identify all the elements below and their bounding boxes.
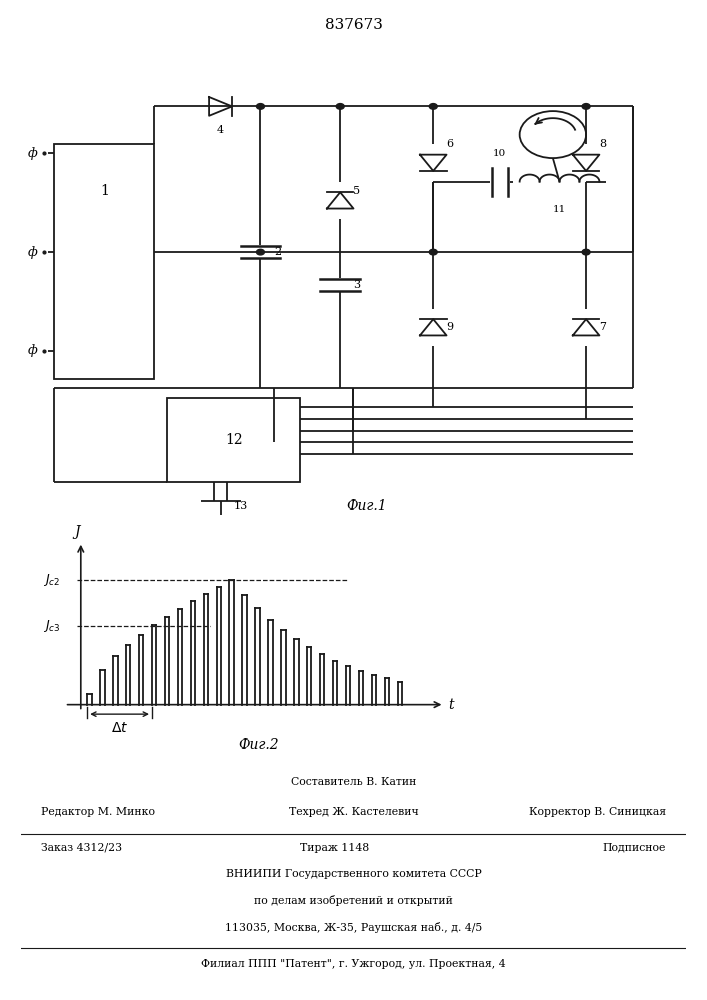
Bar xyxy=(168,398,300,482)
Bar xyxy=(54,144,154,379)
Text: ВНИИПИ Государственного комитета СССР: ВНИИПИ Государственного комитета СССР xyxy=(226,869,481,879)
Text: 113035, Москва, Ж-35, Раушская наб., д. 4/5: 113035, Москва, Ж-35, Раушская наб., д. … xyxy=(225,922,482,933)
Circle shape xyxy=(429,249,437,255)
Text: 3: 3 xyxy=(354,280,361,290)
Text: 11: 11 xyxy=(553,205,566,214)
Text: Фиг.2: Фиг.2 xyxy=(238,738,279,752)
Text: Филиал ППП "Патент", г. Ужгород, ул. Проектная, 4: Филиал ППП "Патент", г. Ужгород, ул. Про… xyxy=(201,959,506,969)
Text: Редактор М. Минко: Редактор М. Минко xyxy=(41,807,155,817)
Text: 10: 10 xyxy=(493,149,506,158)
Text: 1: 1 xyxy=(100,184,109,198)
Text: 7: 7 xyxy=(600,322,607,332)
Text: Заказ 4312/23: Заказ 4312/23 xyxy=(41,843,122,853)
Text: t: t xyxy=(448,698,454,712)
Text: 5: 5 xyxy=(354,186,361,196)
Text: Составитель В. Катин: Составитель В. Катин xyxy=(291,777,416,787)
Text: $J_{c2}$: $J_{c2}$ xyxy=(43,572,61,588)
Circle shape xyxy=(429,104,437,109)
Text: $J_{c3}$: $J_{c3}$ xyxy=(43,618,61,634)
Circle shape xyxy=(337,104,344,109)
Circle shape xyxy=(257,249,264,255)
Circle shape xyxy=(257,104,264,109)
Text: 837673: 837673 xyxy=(325,18,382,32)
Text: 8: 8 xyxy=(600,139,607,149)
Text: 4: 4 xyxy=(217,125,224,135)
Text: 2: 2 xyxy=(274,247,281,257)
Text: Корректор В. Синицкая: Корректор В. Синицкая xyxy=(529,807,666,817)
Text: $\Delta t$: $\Delta t$ xyxy=(111,721,128,735)
Text: Подписное: Подписное xyxy=(602,843,666,853)
Circle shape xyxy=(582,104,590,109)
Text: ф: ф xyxy=(28,147,37,160)
Text: Тираж 1148: Тираж 1148 xyxy=(300,843,370,853)
Text: 6: 6 xyxy=(447,139,454,149)
Text: Техред Ж. Кастелевич: Техред Ж. Кастелевич xyxy=(288,807,419,817)
Text: 13: 13 xyxy=(234,501,248,511)
Text: J: J xyxy=(74,525,80,539)
Text: Фиг.1: Фиг.1 xyxy=(346,499,387,513)
Circle shape xyxy=(582,249,590,255)
Text: 9: 9 xyxy=(447,322,454,332)
Text: 12: 12 xyxy=(225,433,243,447)
Text: по делам изобретений и открытий: по делам изобретений и открытий xyxy=(254,895,453,906)
Text: ф: ф xyxy=(28,344,37,357)
Text: ф: ф xyxy=(28,246,37,259)
